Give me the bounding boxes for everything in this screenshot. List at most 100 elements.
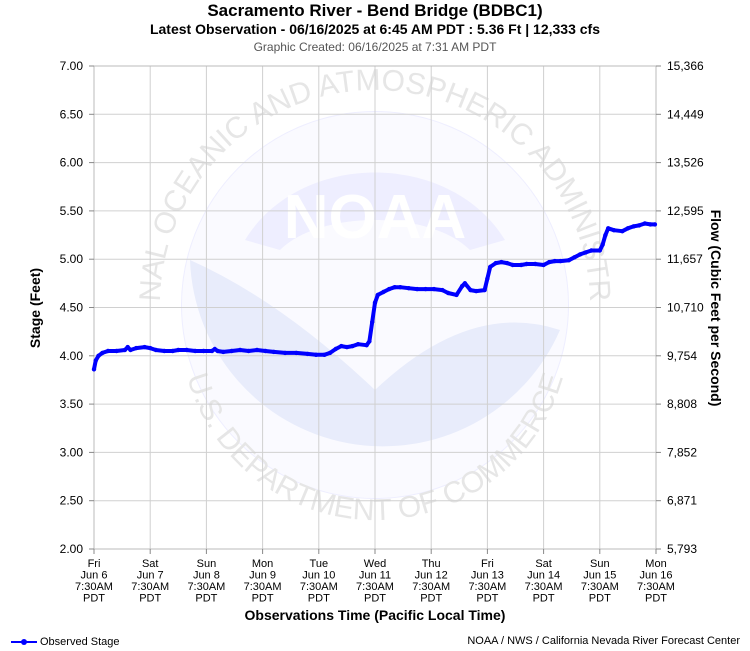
observed-stage-point [364,343,369,348]
observed-stage-point [572,255,577,260]
observed-stage-point [600,242,605,247]
observed-stage-point [100,350,105,356]
observed-stage-point [350,343,355,349]
observed-stage-point [263,348,268,354]
y2-tick-label: 5,793 [667,542,697,556]
y-tick-label: 2.00 [60,542,84,556]
y-axis-label: Stage (Feet) [27,268,43,348]
observed-stage-point [201,348,206,354]
observed-stage-point [541,262,546,268]
x-axis-label: Observations Time (Pacific Local Time) [245,607,506,623]
y-tick-label: 5.00 [60,252,84,266]
observed-stage-point [482,287,487,293]
observed-stage-point [440,287,445,293]
observed-stage-point [577,252,583,257]
x-tick-label: Sun Jun 8 7:30AM PDT [187,558,225,605]
observed-stage-point [375,292,380,298]
y-tick-label: 6.00 [60,156,84,170]
observed-stage-point [589,248,594,253]
y2-axis-tick-labels: 5,793 6,871 7,852 8,808 9,754 10,710 11,657 12,… [656,59,704,556]
observed-stage-point [237,347,243,353]
y2-tick-label: 11,657 [667,252,703,266]
x-tick-label: Sat Jun 7 7:30AM PDT [131,558,169,605]
y-axis-tick-labels: 2.00 2.50 3.00 3.50 4.00 4.50 5.00 5.50 6.00 6.50… [60,59,94,556]
observed-stage-point [597,248,602,253]
y-tick-label: 4.50 [60,301,84,315]
observed-stage-point [339,343,344,349]
observed-stage-point [625,226,631,231]
y-tick-label: 5.50 [60,204,84,218]
y2-tick-label: 8,808 [667,397,697,411]
observed-stage-point [620,229,625,234]
observed-stage-point [547,259,552,265]
observed-stage-point [566,258,572,263]
observed-stage-point [355,342,361,347]
observed-stage-point [96,353,101,358]
chart-title: Sacramento River - Bend Bridge (BDBC1) [207,1,543,20]
legend-label: Observed Stage [40,636,120,648]
observed-stage-point [406,286,411,291]
observed-stage-point [504,260,510,266]
observed-stage-point [142,344,147,350]
observed-stage-point [648,222,653,227]
x-tick-label: Sun Jun 15 7:30AM PDT [581,558,619,605]
observed-stage-point [462,281,468,286]
y2-tick-label: 10,710 [667,301,704,315]
observed-stage-point [193,348,198,354]
x-axis-tick-labels: Fri Jun 6 7:30AM PDT Sat Jun 7 7:30AM PDT Sun Jun… [75,549,675,605]
observed-stage-point [122,347,128,353]
y2-tick-label: 14,449 [667,107,704,121]
observed-stage-point [499,259,504,265]
observed-stage-point [381,289,386,295]
chart-legend: Observed Stage [10,636,120,648]
observed-stage-point [313,352,319,357]
observed-stage-point [271,349,276,355]
observed-stage-point [128,347,133,353]
latest-observation-subtitle: Latest Observation - 06/16/2025 at 6:45 … [149,21,601,37]
observed-stage-point [327,350,333,356]
observed-stage-point [370,319,375,325]
observed-stage-point [215,348,220,354]
observed-stage-point [153,347,158,353]
x-tick-label: Fri Jun 6 7:30AM PDT [75,558,113,605]
observed-stage-point [386,286,392,292]
watermark-wave-icon [190,260,560,447]
observed-stage-point [603,232,608,238]
observed-stage-point [134,345,139,351]
observed-stage-point [184,347,189,353]
y-tick-label: 7.00 [60,59,84,73]
observed-stage-point [583,250,588,255]
observed-stage-point [148,345,153,351]
observed-stage-point [305,351,310,357]
observed-stage-point [221,349,226,355]
observed-stage-point [652,222,658,227]
observed-stage-point [254,347,260,353]
observed-stage-point [344,344,350,350]
observed-stage-point [282,350,288,356]
observed-stage-point [606,226,611,231]
observed-stage-point [510,262,515,268]
y2-tick-label: 7,852 [667,445,697,459]
observed-stage-point [459,284,465,289]
observed-stage-point [488,264,493,270]
observed-stage-point [229,348,234,354]
x-tick-label: Mon Jun 16 7:30AM PDT [637,558,675,605]
y2-tick-label: 6,871 [667,494,697,508]
y-tick-label: 2.50 [60,494,84,508]
observed-stage-point [91,367,97,372]
y2-tick-label: 13,526 [667,156,704,170]
observed-stage-point [631,224,636,229]
observed-stage-point [454,292,459,298]
observed-stage-point [367,339,372,344]
observed-stage-point [162,348,167,354]
y2-tick-label: 9,754 [667,349,697,363]
y-tick-label: 3.50 [60,397,84,411]
y2-axis-label: Flow (Cubic Feet per Second) [708,210,724,407]
observed-stage-point [611,228,617,233]
x-tick-label: Fri Jun 13 7:30AM PDT [468,558,506,605]
observed-stage-point [176,347,181,353]
x-tick-label: Tue Jun 10 7:30AM PDT [300,558,338,605]
observed-stage-point [114,348,119,354]
observed-stage-point [431,286,437,292]
